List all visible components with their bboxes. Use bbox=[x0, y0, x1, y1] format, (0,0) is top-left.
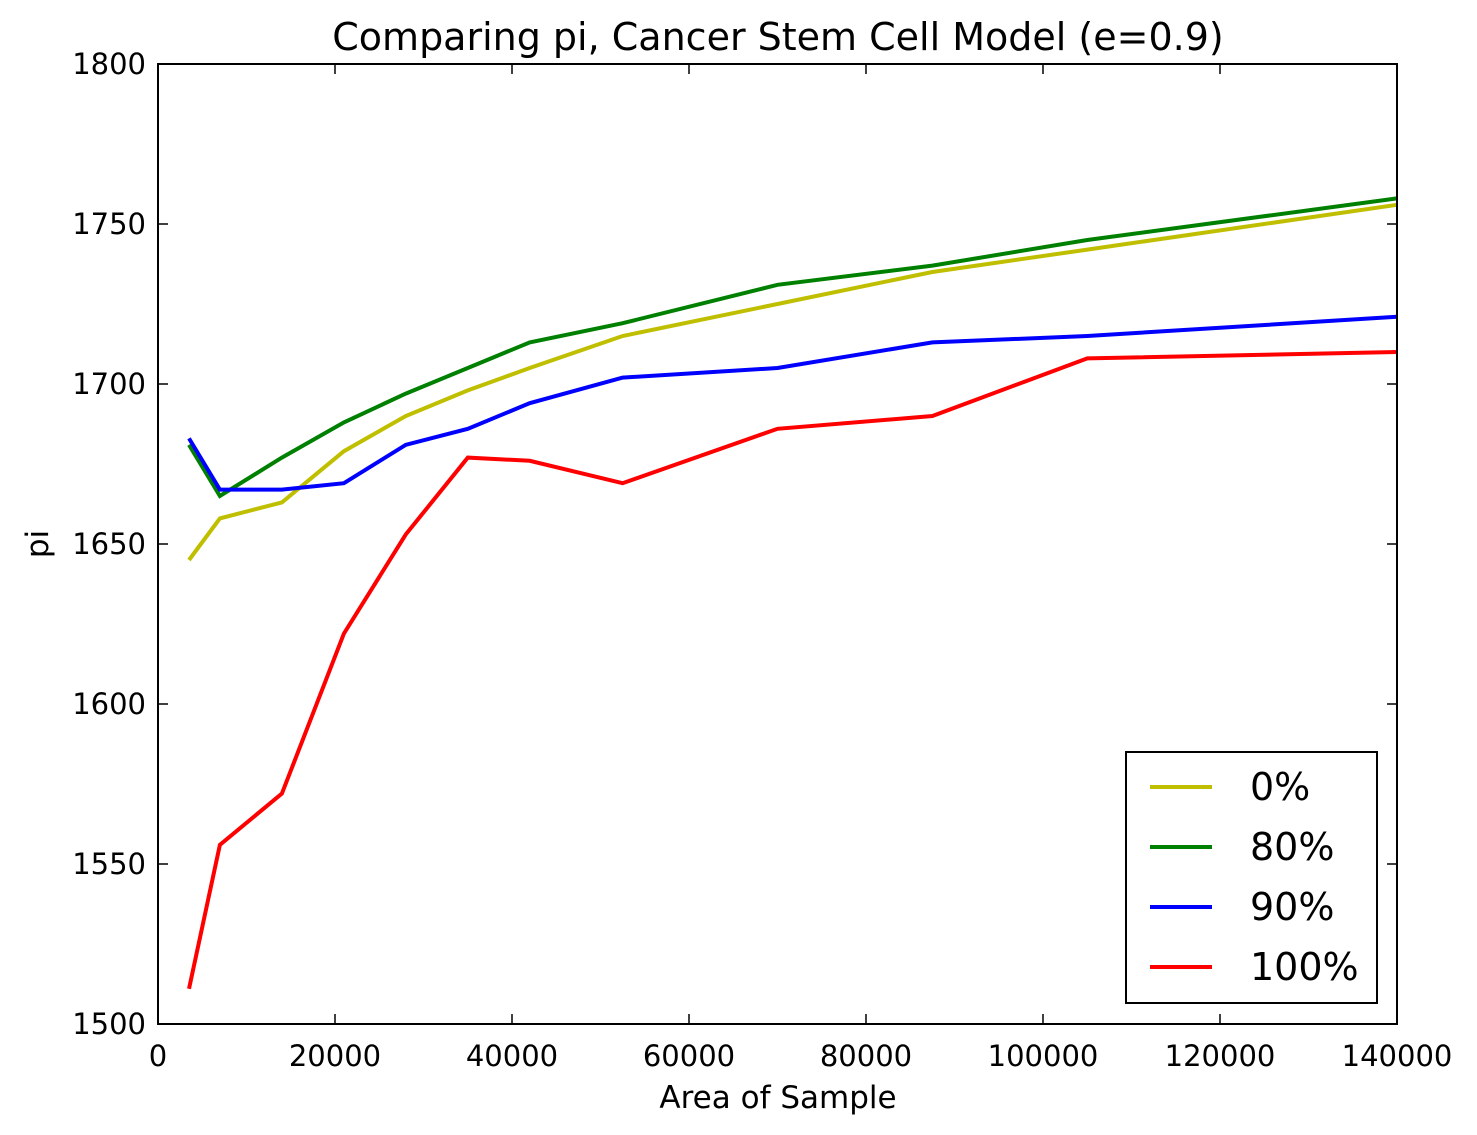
y-tick-label: 1800 bbox=[72, 47, 146, 81]
y-tick-label: 1750 bbox=[72, 207, 146, 241]
legend-label-100pct: 100% bbox=[1250, 945, 1359, 989]
x-tick-label: 40000 bbox=[466, 1039, 558, 1073]
y-tick-label: 1700 bbox=[72, 367, 146, 401]
x-axis-label: Area of Sample bbox=[659, 1080, 896, 1116]
legend-frame bbox=[1125, 751, 1378, 1004]
x-tick-label: 0 bbox=[149, 1039, 167, 1073]
y-tick-label: 1650 bbox=[72, 527, 146, 561]
series-line-80pct bbox=[187, 196, 1398, 499]
y-tick-label: 1500 bbox=[72, 1007, 146, 1041]
legend-label-90pct: 90% bbox=[1250, 885, 1334, 929]
chart-title: Comparing pi, Cancer Stem Cell Model (e=… bbox=[332, 15, 1223, 59]
series-line-0pct bbox=[187, 202, 1398, 562]
series-line-100pct bbox=[187, 350, 1398, 990]
y-tick-label: 1600 bbox=[72, 687, 146, 721]
x-tick-label: 140000 bbox=[1342, 1039, 1453, 1073]
x-tick-label: 60000 bbox=[643, 1039, 735, 1073]
legend-label-0pct: 0% bbox=[1250, 765, 1310, 809]
y-axis-label: pi bbox=[20, 530, 56, 558]
x-tick-label: 120000 bbox=[1165, 1039, 1276, 1073]
legend-label-80pct: 80% bbox=[1250, 825, 1334, 869]
series-line-90pct bbox=[187, 314, 1398, 492]
x-tick-label: 100000 bbox=[988, 1039, 1099, 1073]
x-tick-label: 20000 bbox=[289, 1039, 381, 1073]
y-tick-label: 1550 bbox=[72, 847, 146, 881]
axis-ticks: 0 20000 40000 60000 80000 100000 120000 140000 1… bbox=[72, 47, 1452, 1073]
x-tick-label: 80000 bbox=[820, 1039, 912, 1073]
legend: 0% 80% 90% 100% bbox=[1125, 751, 1378, 1004]
plot-area bbox=[187, 196, 1398, 990]
